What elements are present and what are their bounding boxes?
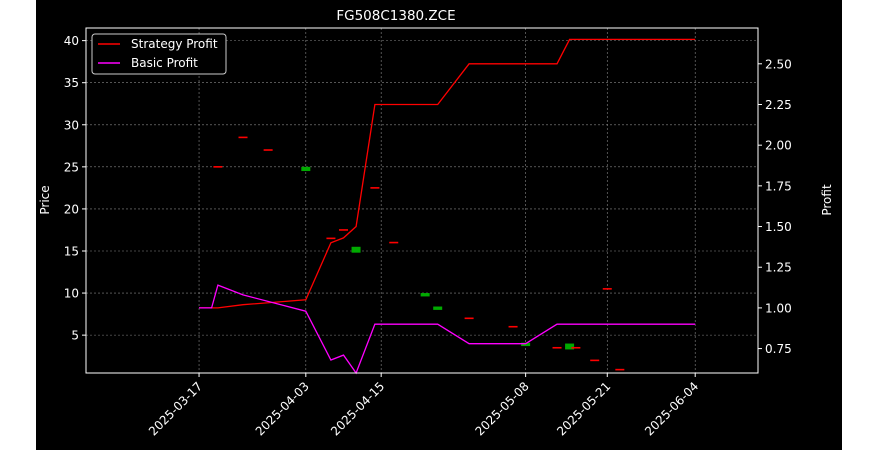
right-axis: 0.75 1.00 1.25 1.50 1.75 2.00 2.25 2.50 <box>758 57 792 356</box>
x-tick-label: 2025-05-08 <box>473 379 532 438</box>
y-tick-label: 35 <box>64 76 79 90</box>
price-candle <box>326 237 336 240</box>
strategy-profit-line <box>199 38 696 309</box>
x-tick-label: 2025-05-21 <box>554 379 613 438</box>
price-candle <box>420 293 430 297</box>
y-tick-label: 10 <box>64 287 79 301</box>
x-tick-label: 2025-06-04 <box>642 379 701 438</box>
y-tick-label: 5 <box>71 329 79 343</box>
chart-svg: FG508C1380.ZCE 5 10 15 20 25 30 35 40 0.75 1.00 1… <box>38 8 834 438</box>
y2-tick-label: 2.25 <box>765 98 792 112</box>
y2-axis-label: Profit <box>820 184 834 216</box>
price-candle <box>370 187 380 189</box>
candles-group <box>213 136 625 371</box>
y-tick-label: 25 <box>64 160 79 174</box>
y2-tick-label: 2.50 <box>765 57 792 71</box>
x-axis: 2025-03-17 2025-04-03 2025-04-15 2025-05-08… <box>146 373 701 438</box>
y2-tick-label: 2.00 <box>765 139 792 153</box>
price-candle <box>508 325 518 328</box>
plot-frame <box>85 27 759 374</box>
price-candle <box>301 166 311 172</box>
legend: Strategy Profit Basic Profit <box>91 33 227 75</box>
price-candle <box>338 229 348 231</box>
x-tick-label: 2025-04-15 <box>328 379 387 438</box>
price-candle <box>602 288 612 290</box>
price-candle <box>351 246 361 253</box>
basic-profit-line <box>199 284 696 375</box>
price-candle <box>433 306 443 310</box>
price-candle <box>571 346 581 349</box>
price-candle <box>238 136 248 139</box>
price-candle <box>590 359 600 362</box>
price-candle <box>213 166 223 168</box>
price-candle <box>389 241 399 244</box>
price-candle <box>565 343 575 350</box>
price-candle <box>263 149 273 151</box>
x-tick-label: 2025-04-03 <box>253 379 312 438</box>
y-tick-label: 30 <box>64 118 79 132</box>
legend-strategy-label: Strategy Profit <box>131 37 218 51</box>
y-tick-label: 40 <box>64 34 79 48</box>
y2-tick-label: 1.00 <box>765 301 792 315</box>
y2-tick-label: 1.75 <box>765 179 792 193</box>
y-tick-label: 20 <box>64 202 79 216</box>
y2-tick-label: 1.25 <box>765 261 792 275</box>
price-candle <box>464 317 474 320</box>
y2-tick-label: 0.75 <box>765 342 792 356</box>
profit-lines-group <box>199 38 696 375</box>
chart-title: FG508C1380.ZCE <box>336 8 455 24</box>
price-candle <box>552 346 562 349</box>
x-tick-label: 2025-03-17 <box>146 379 205 438</box>
y2-tick-label: 1.50 <box>765 220 792 234</box>
left-axis: 5 10 15 20 25 30 35 40 <box>64 34 86 343</box>
grid-lines <box>86 28 758 373</box>
price-candle <box>615 368 625 371</box>
legend-box <box>91 33 227 75</box>
legend-basic-label: Basic Profit <box>131 56 198 70</box>
price-candle <box>521 342 531 347</box>
y-tick-label: 15 <box>64 244 79 258</box>
chart-figure: FG508C1380.ZCE 5 10 15 20 25 30 35 40 0.75 1.00 1… <box>36 0 842 450</box>
y-axis-label: Price <box>38 185 52 214</box>
